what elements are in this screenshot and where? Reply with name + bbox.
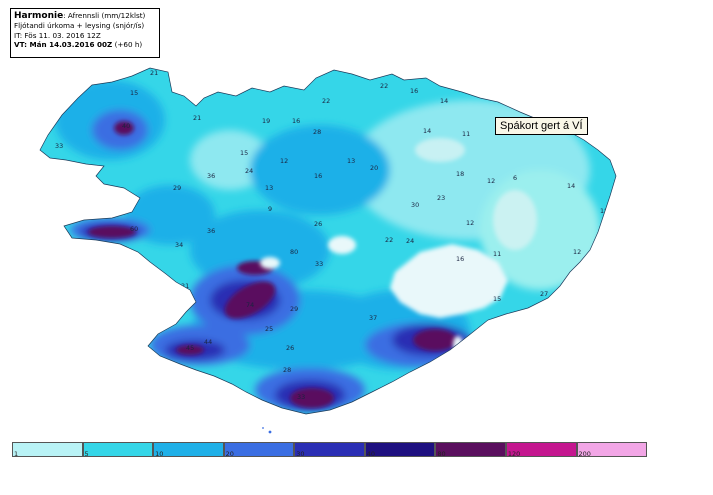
- legend-tick-label: 20: [225, 450, 234, 458]
- value-label: 29: [290, 305, 298, 313]
- value-label: 29: [173, 184, 181, 192]
- issuer-badge: Spákort gert á VÍ: [495, 117, 588, 135]
- value-label: 30: [124, 197, 132, 205]
- value-label: 14: [440, 97, 448, 105]
- model-name: Harmonie: [14, 11, 64, 21]
- value-label: 33: [315, 260, 323, 268]
- value-label: 16: [410, 87, 418, 95]
- value-label: 14: [423, 127, 431, 135]
- value-label: 13: [265, 184, 273, 192]
- value-label: 14: [567, 182, 575, 190]
- legend-swatch: [223, 442, 295, 457]
- legend-swatch: [505, 442, 577, 457]
- value-label: 6: [513, 174, 517, 182]
- value-label: 36: [207, 172, 215, 180]
- legend-tick-label: 10: [155, 450, 164, 458]
- value-label: 23: [437, 194, 445, 202]
- legend-tick-label: 200: [578, 450, 591, 458]
- value-label: 25: [265, 325, 273, 333]
- value-label: 18: [600, 207, 608, 215]
- legend-tick-label: 120: [507, 450, 521, 458]
- legend-swatch: [364, 442, 436, 457]
- coastline: [39, 67, 617, 415]
- value-label: 19: [262, 117, 270, 125]
- value-label: 13: [480, 79, 488, 87]
- legend-tick-label: 5: [84, 450, 89, 458]
- value-label: 15: [130, 89, 138, 97]
- legend-swatch: [82, 442, 154, 457]
- island: [268, 430, 272, 434]
- value-label: 20: [370, 164, 378, 172]
- legend-tick-label: 80: [437, 450, 446, 458]
- legend-swatch: [435, 442, 506, 457]
- header-line-3: IT: Fös 11. 03. 2016 12Z: [14, 30, 101, 40]
- color-legend: [12, 442, 648, 457]
- value-label: 30: [411, 201, 419, 209]
- value-label: 16: [292, 117, 300, 125]
- header-line-4-suffix: (+60 h): [114, 40, 143, 50]
- forecast-header: Harmonie: Afrennsli (mm/12klst) Fljótand…: [10, 8, 160, 58]
- header-line-2: Fljótandi úrkoma + leysing (snjór/ís): [14, 21, 145, 31]
- value-label: 33: [297, 393, 305, 401]
- value-label: 40: [122, 122, 130, 130]
- value-label: 33: [55, 142, 63, 150]
- value-label: 16: [314, 172, 322, 180]
- value-label: 12: [487, 177, 495, 185]
- legend-swatch: [576, 442, 648, 457]
- value-label: 15: [240, 149, 248, 157]
- value-label: 12: [573, 248, 581, 256]
- value-label: 21: [193, 114, 201, 122]
- legend-tick-label: 1: [14, 450, 19, 458]
- legend-swatch: [294, 442, 365, 457]
- value-label: 21: [150, 69, 158, 77]
- value-label: 12: [280, 157, 288, 165]
- value-label: 9: [268, 205, 272, 213]
- value-label: 11: [462, 130, 470, 138]
- value-label: 74: [246, 301, 254, 309]
- legend-swatch: [153, 442, 224, 457]
- value-label: 34: [175, 241, 183, 249]
- value-label: 22: [385, 236, 393, 244]
- value-label: 24: [245, 167, 253, 175]
- value-label: 22: [322, 97, 330, 105]
- legend-tick-label: 40: [366, 450, 376, 458]
- value-label: 27: [540, 290, 548, 298]
- value-label: 28: [283, 366, 291, 374]
- value-label: 12: [466, 219, 474, 227]
- legend-swatch: [12, 442, 83, 457]
- value-label: 28: [313, 128, 321, 136]
- value-label: 60: [130, 225, 138, 233]
- value-label: 80: [290, 248, 298, 256]
- legend-tick-label: 30: [296, 450, 305, 458]
- model-suffix: : Afrennsli (mm/12klst): [63, 11, 146, 20]
- value-label: 15: [493, 295, 501, 303]
- island: [262, 427, 264, 429]
- value-label: 26: [314, 220, 322, 228]
- value-label: 36: [207, 227, 215, 235]
- value-label: 45: [186, 344, 194, 352]
- value-label: 13: [347, 157, 355, 165]
- value-label: 11: [493, 250, 501, 258]
- value-label: 24: [406, 237, 414, 245]
- value-label: 37: [369, 314, 377, 322]
- value-label: 21: [181, 282, 189, 290]
- value-label: 44: [204, 338, 212, 346]
- value-label: 16: [456, 255, 464, 263]
- value-label: 26: [286, 344, 294, 352]
- value-label: 18: [456, 170, 464, 178]
- header-line-4: VT: Mán 14.03.2016 00Z: [14, 40, 113, 50]
- value-label: 22: [380, 82, 388, 90]
